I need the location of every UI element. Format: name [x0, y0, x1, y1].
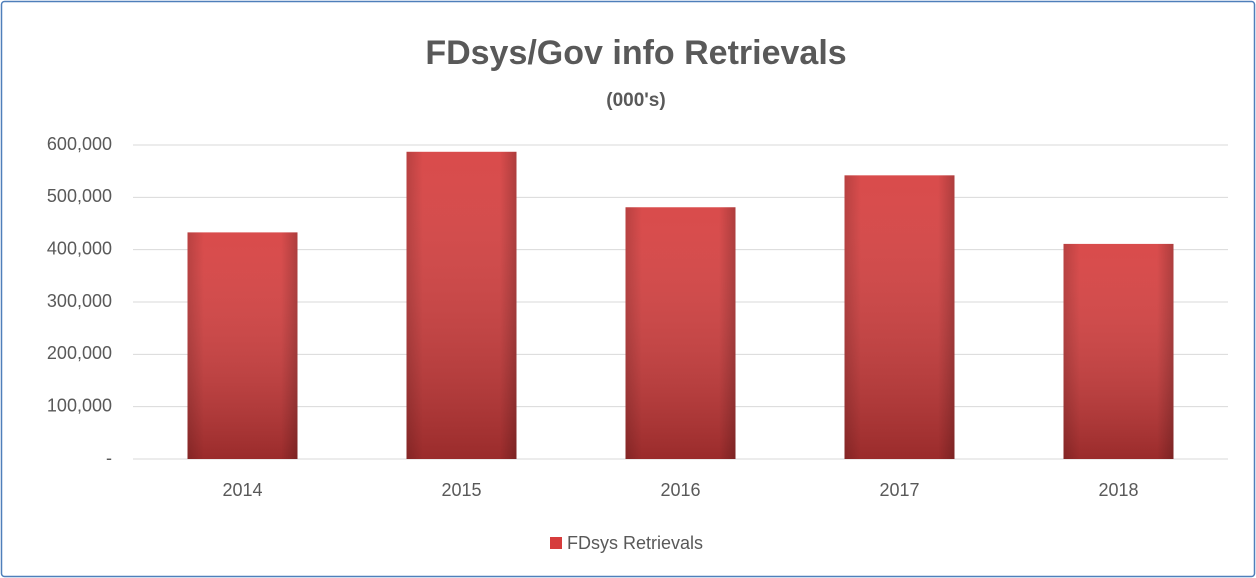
x-tick-label: 2015 — [441, 480, 481, 500]
x-tick-label: 2017 — [879, 480, 919, 500]
x-tick-label: 2014 — [222, 480, 262, 500]
bar-side — [1063, 243, 1174, 459]
y-tick-label: 200,000 — [47, 343, 112, 363]
chart-title: FDsys/Gov info Retrievals — [425, 34, 846, 72]
y-tick-label: 600,000 — [47, 134, 112, 154]
y-tick-label: 400,000 — [47, 238, 112, 258]
legend-label: FDsys Retrievals — [567, 533, 703, 553]
y-tick-label: 500,000 — [47, 186, 112, 206]
x-tick-label: 2018 — [1098, 480, 1138, 500]
chart-subtitle: (000's) — [606, 90, 665, 111]
x-tick-label: 2016 — [660, 480, 700, 500]
bar-side — [844, 175, 955, 459]
bar-side — [187, 232, 298, 459]
y-tick-label: 100,000 — [47, 395, 112, 415]
legend-swatch — [550, 537, 562, 549]
bar-side — [625, 207, 736, 459]
y-tick-label: - — [106, 448, 112, 468]
y-tick-label: 300,000 — [47, 291, 112, 311]
bar-side — [406, 151, 517, 459]
